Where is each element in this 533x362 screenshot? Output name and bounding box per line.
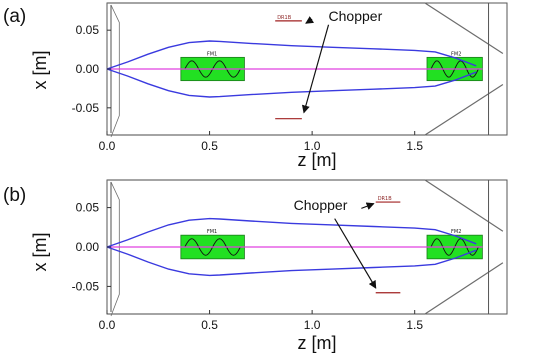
aperture-top-line bbox=[107, 2, 504, 54]
x-tick-label: 1.0 bbox=[304, 318, 321, 332]
x-axis-label: z [m] bbox=[298, 150, 337, 170]
y-tick-label: 0.05 bbox=[76, 23, 100, 37]
beam-envelope-lower bbox=[106, 68, 477, 98]
x-tick-label: 0.0 bbox=[99, 318, 116, 332]
annotation-arrow-2 bbox=[334, 218, 377, 289]
magnet-label-2: FM2 bbox=[451, 51, 461, 57]
annotation-arrow-1 bbox=[305, 16, 315, 24]
x-tick-label: 1.0 bbox=[304, 139, 321, 153]
annotation-arrow-1 bbox=[361, 202, 375, 210]
chopper-plate-label: DR1B bbox=[277, 15, 292, 21]
y-tick-label: -0.05 bbox=[72, 279, 100, 293]
y-axis-label: x [m] bbox=[30, 51, 50, 90]
aperture-top-line bbox=[107, 179, 504, 232]
y-tick-label: 0.00 bbox=[76, 62, 100, 76]
magnet-label-2: FM2 bbox=[451, 229, 461, 235]
beam-envelope-lower bbox=[106, 246, 477, 277]
panel-letter: (b) bbox=[3, 185, 26, 206]
aperture-bottom-line bbox=[107, 84, 504, 136]
y-axis-label: x [m] bbox=[30, 233, 50, 272]
chart-panel-a: FM1 FM2 DR1B Chopper 0.0 0.5 1.0 1.5 0.05 0.00 -0.… bbox=[3, 2, 508, 170]
x-axis-label: z [m] bbox=[298, 333, 337, 353]
x-tick-label: 0.0 bbox=[99, 139, 116, 153]
x-tick-label: 1.5 bbox=[406, 139, 423, 153]
annotation-arrow-2 bbox=[301, 24, 330, 114]
x-tick-label: 1.5 bbox=[406, 318, 423, 332]
chopper-plate-label: DR1B bbox=[378, 196, 393, 202]
panel-letter: (a) bbox=[3, 6, 26, 27]
y-tick-label: 0.05 bbox=[76, 201, 100, 215]
aperture-bottom-line bbox=[107, 262, 504, 315]
chopper-annotation: Chopper bbox=[329, 8, 383, 24]
magnet-label-1: FM1 bbox=[207, 229, 217, 235]
y-tick-label: 0.00 bbox=[76, 240, 100, 254]
chopper-annotation: Chopper bbox=[294, 197, 348, 213]
magnet-label-1: FM1 bbox=[207, 51, 217, 57]
x-tick-label: 0.5 bbox=[201, 318, 218, 332]
y-tick-label: -0.05 bbox=[72, 101, 100, 115]
beam-envelope-upper bbox=[106, 217, 477, 248]
beam-envelope-upper bbox=[106, 40, 477, 70]
chart-panel-b: FM1 FM2 DR1B Chopper 0.0 0.5 1.0 1.5 0.05 0.00 -0.… bbox=[3, 179, 508, 353]
x-tick-label: 0.5 bbox=[201, 139, 218, 153]
